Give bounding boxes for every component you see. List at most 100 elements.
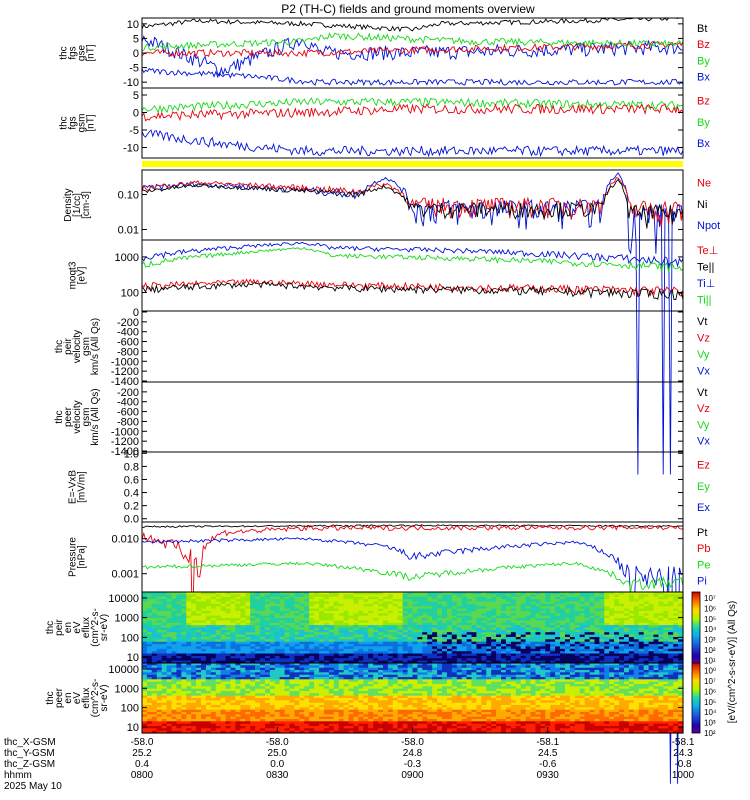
spectrum-cell [230, 655, 236, 659]
spectrum-cell [417, 658, 423, 662]
spectrum-cell [191, 677, 197, 680]
spectrum-cell [678, 613, 684, 617]
spectrum-cell [579, 627, 586, 631]
spectrum-cell [176, 707, 182, 711]
spectrum-cell [505, 639, 512, 643]
spectrum-cell [255, 627, 261, 631]
spectrum-cell [392, 651, 399, 655]
spectrum-cell [673, 646, 679, 650]
spectrum-cell [343, 629, 350, 633]
spectrum-cell [648, 658, 655, 662]
spectrum-cell [289, 700, 295, 704]
spectrum-cell [510, 653, 517, 657]
spectrum-cell [505, 660, 512, 664]
spectrum-cell [215, 700, 222, 704]
spectrum-cell [181, 726, 187, 729]
spectrum-cell [186, 632, 192, 636]
spectrum-cell [319, 625, 325, 629]
spectrum-cell [235, 599, 241, 603]
spectrum-cell [191, 599, 197, 603]
spectrum-cell [569, 655, 576, 659]
legend-ez: Ez [697, 460, 710, 472]
spectrum-cell [373, 634, 379, 638]
spectrum-cell [358, 653, 364, 657]
spectrum-cell [230, 592, 236, 595]
spectrum-cell [373, 707, 379, 711]
spectrum-cell [324, 613, 330, 617]
spectrum-cell [358, 599, 364, 603]
spectrum-cell [205, 608, 212, 612]
spectrum-cell [505, 618, 512, 621]
spectrum-cell [176, 658, 182, 662]
spectrum-cell [151, 665, 158, 669]
spectrum-cell [186, 608, 192, 612]
spectrum-cell [456, 658, 463, 662]
spectrum-cell [269, 632, 276, 636]
spectrum-cell [166, 655, 173, 659]
spectrum-cell [446, 644, 453, 648]
spectrum-cell [196, 594, 202, 598]
spectrum-cell [304, 610, 310, 614]
spectrum-cell [348, 677, 355, 680]
spectrum-cell [156, 648, 163, 652]
spectrum-cell [432, 596, 438, 600]
spectrum-cell [402, 615, 409, 619]
spectrum-cell [186, 627, 192, 631]
spectrum-cell [279, 672, 286, 676]
spectrum-cell [260, 686, 266, 690]
spectrum-cell [638, 627, 645, 631]
spectrum-cell [196, 667, 202, 671]
spectrum-cell [368, 596, 374, 600]
spectrum-cell [156, 592, 163, 595]
spectrum-cell [565, 632, 571, 636]
spectrum-cell [353, 691, 359, 694]
spectrum-cell [432, 639, 438, 643]
spectrum-cell [201, 705, 207, 708]
spectrum-cell [535, 615, 541, 619]
spectrum-cell [491, 639, 497, 643]
spectrum-cell [643, 622, 650, 626]
spectrum-cell [201, 632, 207, 636]
spectrum-cell [678, 620, 684, 624]
spectrum-cell [260, 641, 266, 645]
spectrum-cell [328, 700, 335, 704]
spectrum-cell [520, 655, 527, 659]
spectrum-cell [240, 653, 246, 657]
spectrum-cell [540, 651, 546, 655]
spectrum-cell [151, 653, 158, 657]
spectrum-cell [402, 648, 409, 652]
spectrum-cell [427, 641, 433, 645]
spectrum-cell [565, 615, 571, 619]
spectrum-cell [245, 599, 251, 603]
spectrum-cell [225, 670, 232, 673]
spectrum-cell [269, 695, 276, 699]
spectrum-cell [437, 622, 443, 626]
spectrum-cell [289, 707, 295, 711]
spectrum-cell [250, 665, 256, 669]
spectrum-cell [358, 716, 364, 720]
spectrum-cell [628, 615, 635, 619]
spectrum-cell [658, 651, 664, 655]
spectrum-cell [245, 693, 251, 697]
spectrum-cell [417, 651, 423, 655]
spectrum-cell [638, 601, 645, 605]
spectrum-cell [284, 620, 291, 624]
spectrum-cell [260, 594, 266, 598]
spectrum-cell [579, 625, 586, 629]
spectrum-cell [535, 639, 541, 643]
spectrum-cell [245, 655, 251, 659]
spectrum-cell [633, 599, 640, 603]
spectrum-cell [196, 730, 202, 734]
spectrum-cell [584, 627, 591, 631]
spectrum-cell [525, 637, 532, 640]
spectrum-cell [201, 665, 207, 669]
spectrum-cell [510, 627, 517, 631]
spectrum-cell [235, 672, 241, 676]
spectrum-cell [565, 613, 571, 617]
panel-peer_spectrum: 10000100010010thcpeereneVeflux(cm^2-s-sr… [45, 662, 684, 734]
spectrum-cell [530, 651, 536, 655]
spectrum-cell [235, 651, 241, 655]
spectrum-cell [525, 592, 532, 595]
spectrum-cell [225, 728, 232, 732]
spectrum-cell [574, 625, 581, 629]
